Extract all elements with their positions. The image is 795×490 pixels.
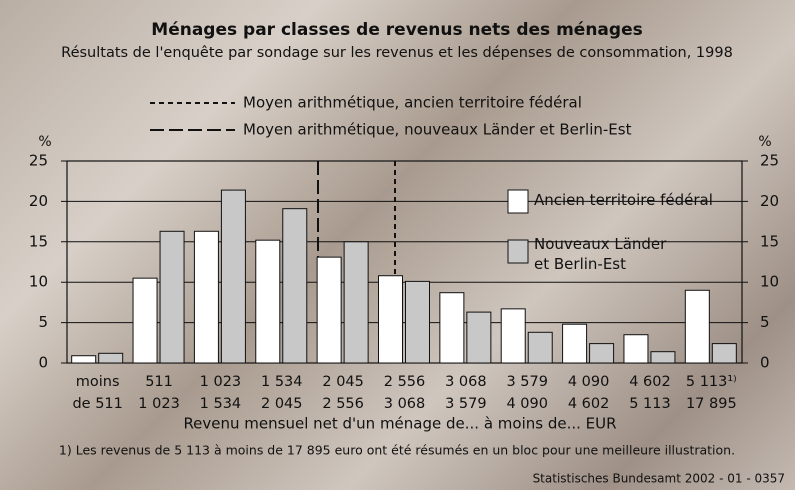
bar: [405, 280, 430, 364]
footnote: 1) Les revenus de 5 113 à moins de 17 89…: [59, 443, 735, 458]
x-axis-title: Revenu mensuel net d'un ménage de... à m…: [183, 415, 616, 433]
bar: [71, 355, 97, 364]
source: Statistisches Bundesamt 2002 - 01 - 0357: [533, 472, 785, 486]
bar: [562, 323, 588, 364]
y-unit: %: [38, 134, 51, 150]
bar: [255, 239, 281, 364]
plot-frame: [66, 160, 743, 364]
chart-subtitle: Résultats de l'enquête par sondage sur l…: [61, 45, 733, 61]
bar: [132, 277, 158, 364]
bar: [500, 308, 526, 364]
x-tick-label-line: 1 534: [261, 374, 303, 390]
x-tick-label: 4 602 5 113: [629, 374, 671, 412]
x-tick-label-line: 2 045: [322, 374, 364, 390]
bar: [343, 241, 369, 364]
x-tick-label: 1 023 1 534: [200, 374, 242, 412]
mean-legend-label: Moyen arithmétique, ancien territoire fé…: [243, 94, 582, 112]
y-tick-label: 20: [760, 192, 779, 210]
y-tick-label: 15: [29, 232, 48, 250]
y-tick-label: 20: [29, 192, 48, 210]
x-tick-label-line: de 511: [72, 396, 122, 412]
x-tick-label-line: 3 068: [445, 374, 487, 390]
x-tick-label: 1 534 2 045: [261, 374, 303, 412]
bar: [193, 230, 219, 364]
bar: [98, 352, 124, 364]
x-tick-label-line: 5 113: [629, 396, 671, 412]
x-tick-label-line: 3 068: [384, 396, 426, 412]
y-tick-label: 10: [760, 273, 779, 291]
x-tick-label-line: 4 090: [568, 374, 610, 390]
legend-label: Ancien territoire fédéral: [534, 191, 713, 209]
legend-swatch: [507, 189, 529, 214]
legend-label: Nouveaux Länder et Berlin-Est: [534, 235, 667, 273]
bar: [623, 334, 649, 364]
bar: [466, 311, 492, 364]
x-tick-label: 3 579 4 090: [506, 374, 548, 412]
x-tick-label-line: moins: [76, 374, 120, 390]
y-tick-label: 25: [760, 152, 779, 170]
x-tick-label: 2 556 3 068: [384, 374, 426, 412]
x-tick-label: 511 1 023: [138, 374, 180, 412]
chart-title: Ménages par classes de revenus nets des …: [151, 20, 642, 40]
x-tick-label: 4 090 4 602: [568, 374, 610, 412]
bar: [684, 289, 710, 364]
bar: [650, 351, 676, 364]
legend-swatch: [507, 239, 529, 264]
y-tick-label: 25: [29, 152, 48, 170]
x-tick-label-line: 1 023: [200, 374, 242, 390]
x-tick-label-line: 5 113¹⁾: [686, 374, 737, 390]
x-tick-label-line: 1 023: [138, 396, 180, 412]
bar: [159, 230, 185, 364]
y-unit: %: [758, 134, 771, 150]
x-tick-label-line: 4 090: [506, 396, 548, 412]
mean-legend-label: Moyen arithmétique, nouveaux Länder et B…: [243, 121, 632, 139]
x-tick-label-line: 2 045: [261, 396, 303, 412]
y-tick-label: 5: [760, 313, 770, 331]
bar: [316, 256, 342, 364]
y-tick-label: 0: [760, 354, 770, 372]
x-tick-label-line: 3 579: [506, 374, 548, 390]
x-tick-label: 5 113¹⁾ 17 895: [686, 374, 737, 412]
x-tick-label: 2 045 2 556: [322, 374, 364, 412]
bar: [282, 208, 308, 364]
x-tick-label-line: 1 534: [200, 396, 242, 412]
x-tick-label-line: 4 602: [568, 396, 610, 412]
x-tick-label-line: 511: [145, 374, 173, 390]
x-tick-label: moins de 511: [72, 374, 122, 412]
bar: [439, 292, 465, 364]
x-tick-label: 3 068 3 579: [445, 374, 487, 412]
bar: [527, 331, 553, 364]
x-tick-label-line: 2 556: [322, 396, 364, 412]
bar: [220, 189, 246, 364]
x-tick-label-line: 17 895: [686, 396, 737, 412]
y-tick-label: 0: [38, 354, 48, 372]
x-tick-label-line: 3 579: [445, 396, 487, 412]
y-tick-label: 10: [29, 273, 48, 291]
x-tick-label-line: 2 556: [384, 374, 426, 390]
bar: [711, 343, 737, 364]
x-tick-label-line: 4 602: [629, 374, 671, 390]
y-tick-label: 5: [38, 313, 48, 331]
y-tick-label: 15: [760, 232, 779, 250]
bar: [378, 275, 403, 364]
bar: [589, 343, 615, 364]
